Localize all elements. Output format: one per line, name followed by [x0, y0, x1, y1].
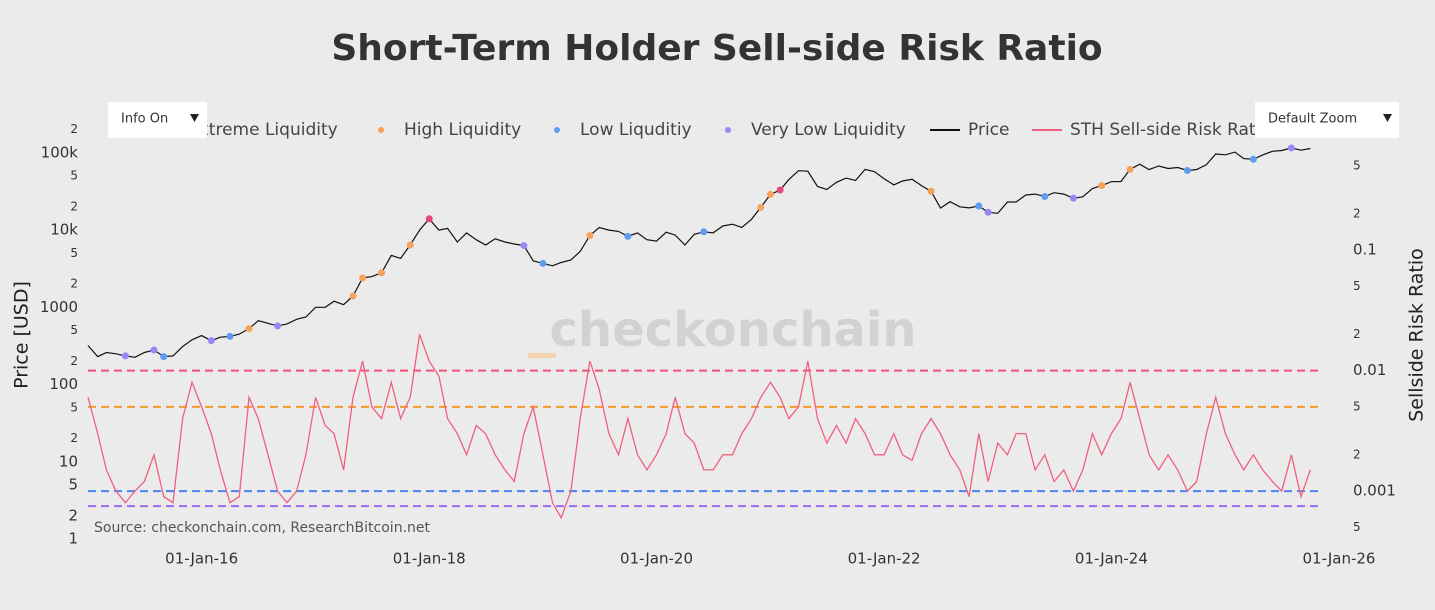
liquidity-marker: [406, 241, 414, 249]
liquidity-marker: [700, 228, 708, 236]
legend-symbol: [725, 127, 731, 133]
y2-tick-label: 2: [1353, 447, 1361, 461]
x-tick-label: 01-Jan-24: [1075, 550, 1148, 568]
y2-tick-label: 2: [1353, 327, 1361, 341]
legend-label: STH Sell-side Risk Ratio: [1070, 120, 1271, 140]
dropdown-arrow[interactable]: [190, 114, 199, 122]
liquidity-marker: [160, 353, 168, 361]
y-tick-label: 1: [68, 530, 78, 548]
info-button[interactable]: Info On: [108, 102, 207, 138]
y-tick-label: 5: [70, 323, 78, 337]
x-tick-label: 01-Jan-16: [165, 550, 238, 568]
liquidity-marker: [586, 232, 594, 240]
zoom-button-label[interactable]: Default Zoom: [1268, 112, 1357, 127]
x-tick-label: 01-Jan-22: [848, 550, 921, 568]
legend-label: Very Low Liquidity: [751, 120, 906, 140]
liquidity-marker: [425, 215, 433, 223]
y-tick-label: 5: [68, 476, 78, 494]
watermark: checkonchain: [549, 302, 916, 358]
y-tick-label: 2: [70, 122, 78, 136]
liquidity-marker: [520, 242, 528, 250]
info-button-box[interactable]: [108, 102, 207, 138]
legend-label: Low Liquditiy: [580, 120, 692, 140]
y-tick-label: 5: [70, 169, 78, 183]
y2-tick-label: 5: [1353, 520, 1361, 534]
source-note: Source: checkonchain.com, ResearchBitcoi…: [94, 520, 431, 536]
liquidity-marker: [984, 208, 992, 216]
x-tick-label: 01-Jan-20: [620, 550, 693, 568]
y-tick-label: 100: [49, 375, 78, 393]
legend-label: Price: [968, 120, 1009, 140]
y2-tick-label: 0.001: [1353, 482, 1396, 500]
y-axis-title: Price [USD]: [11, 281, 33, 389]
y2-tick-label: 0.1: [1353, 241, 1377, 259]
liquidity-marker: [1069, 194, 1077, 202]
y-tick-label: 5: [70, 400, 78, 414]
y-tick-label: 10: [59, 452, 78, 470]
liquidity-marker: [757, 203, 765, 211]
liquidity-marker: [1126, 165, 1134, 173]
liquidity-marker: [150, 346, 158, 354]
liquidity-marker: [539, 259, 547, 267]
liquidity-marker: [927, 187, 935, 195]
y2-tick-label: 5: [1353, 399, 1361, 413]
liquidity-marker: [624, 232, 632, 240]
legend-symbol: [378, 127, 384, 133]
liquidity-marker: [776, 186, 784, 194]
legend-symbol: [554, 127, 560, 133]
liquidity-marker: [207, 337, 215, 345]
info-button-label[interactable]: Info On: [121, 112, 168, 127]
y-tick-label: 2: [70, 277, 78, 291]
dropdown-arrow[interactable]: [1383, 114, 1392, 122]
y-tick-label: 2: [70, 431, 78, 445]
y-tick-label: 10k: [50, 221, 78, 239]
liquidity-marker: [245, 325, 253, 333]
y-tick-label: 2: [70, 199, 78, 213]
x-tick-label: 01-Jan-26: [1303, 550, 1376, 568]
liquidity-marker: [378, 269, 386, 277]
y-tick-label: 2: [70, 354, 78, 368]
x-tick-label: 01-Jan-18: [393, 550, 466, 568]
y-tick-label: 5: [70, 246, 78, 260]
liquidity-marker: [349, 292, 357, 300]
liquidity-marker: [1098, 182, 1106, 190]
y-tick-label: 2: [68, 506, 78, 524]
legend-label: Extreme Liquidity: [188, 120, 338, 140]
y-tick-label: 100k: [41, 143, 79, 161]
chart-title: Short-Term Holder Sell-side Risk Ratio: [331, 28, 1102, 69]
price-line: [87, 147, 1311, 358]
zoom-button-box[interactable]: [1255, 102, 1399, 138]
plot-area: [87, 144, 1320, 520]
liquidity-marker: [121, 352, 129, 360]
legend-label: High Liquidity: [404, 120, 521, 140]
liquidity-marker: [1041, 193, 1049, 201]
liquidity-marker: [1183, 167, 1191, 175]
y2-tick-label: 2: [1353, 206, 1361, 220]
y2-tick-label: 0.01: [1353, 361, 1386, 379]
liquidity-marker: [1249, 155, 1257, 163]
watermark-accent: [528, 353, 556, 358]
liquidity-marker: [226, 332, 234, 340]
legend: Extreme Liquidity High Liquidity Low Liqud…: [162, 120, 1271, 140]
liquidity-marker: [359, 274, 367, 282]
y2-tick-label: 5: [1353, 158, 1361, 172]
y2-tick-label: 5: [1353, 279, 1361, 293]
liquidity-marker: [766, 190, 774, 198]
risk-line: [87, 334, 1311, 520]
liquidity-marker: [975, 202, 983, 210]
liquidity-marker: [1287, 144, 1295, 152]
y-tick-label: 1000: [40, 298, 78, 316]
y2-axis-title: Sellside Risk Ratio: [1406, 248, 1428, 421]
zoom-button[interactable]: Default Zoom: [1255, 102, 1399, 138]
liquidity-marker: [274, 322, 282, 330]
